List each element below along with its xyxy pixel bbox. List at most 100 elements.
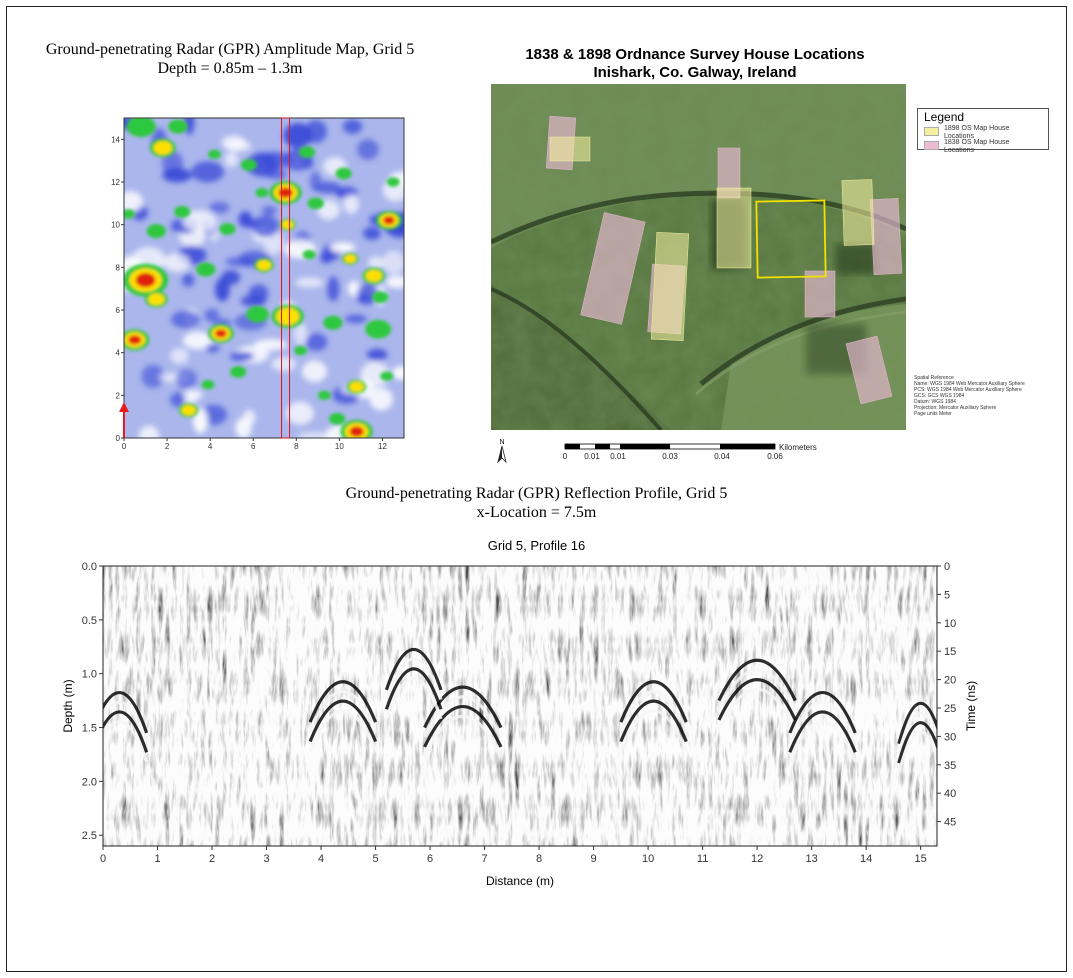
amplitude-speckle-cell bbox=[124, 191, 143, 213]
profile-y2-tick-label: 25 bbox=[944, 703, 956, 715]
profile-x-tick-label: 13 bbox=[806, 853, 818, 865]
profile-x-tick-label: 8 bbox=[536, 853, 542, 865]
amp-y-tick-label: 10 bbox=[111, 221, 120, 230]
legend-swatch-1838 bbox=[924, 141, 939, 150]
amplitude-speckle-cell bbox=[254, 338, 288, 351]
house-locations-1898 bbox=[549, 136, 875, 342]
amplitude-speckle-cell bbox=[246, 152, 279, 177]
profile-reflection bbox=[103, 720, 149, 763]
scale-label: 0.01 bbox=[584, 452, 600, 461]
profile-y2-tick-label: 15 bbox=[944, 646, 956, 658]
amplitude-hotspot bbox=[323, 315, 343, 330]
amplitude-speckle-cell bbox=[191, 161, 225, 183]
profile-y2-tick-label: 0 bbox=[944, 561, 950, 573]
profile-reflection bbox=[423, 714, 503, 758]
profile-reflection bbox=[717, 658, 797, 702]
profile-reflection bbox=[717, 668, 797, 711]
amplitude-hotspot bbox=[372, 291, 389, 304]
amplitude-ticks: 0 2 4 6 8 10 12 0 2 4 6 8 10 12 14 bbox=[111, 135, 387, 451]
profile-location-line bbox=[281, 117, 291, 439]
amplitude-hotspot bbox=[365, 269, 382, 282]
profile-reflection bbox=[717, 687, 797, 731]
amplitude-hotspot bbox=[335, 167, 352, 180]
amplitude-speckle-cell bbox=[235, 417, 252, 438]
profile-x-tick-label: 9 bbox=[591, 853, 597, 865]
profile-reflection bbox=[384, 657, 443, 701]
amplitude-hotspot bbox=[153, 141, 173, 155]
amplitude-speckle-cell bbox=[329, 242, 356, 253]
amplitude-speckle-cell bbox=[385, 275, 404, 289]
profile-section-title: Ground-penetrating Radar (GPR) Reflectio… bbox=[200, 484, 873, 522]
amplitude-speckle-cell bbox=[286, 401, 314, 425]
profile-reflection bbox=[897, 711, 937, 754]
house-1898 bbox=[549, 136, 591, 162]
amp-y-tick-label: 2 bbox=[116, 391, 121, 400]
amplitude-hotspot bbox=[124, 209, 135, 219]
profile-reflection bbox=[788, 720, 857, 763]
profile-chart-title: Grid 5, Profile 16 bbox=[487, 538, 586, 553]
profile-reflection bbox=[717, 678, 797, 721]
spatial-ref-line: Page units Meter bbox=[914, 411, 952, 417]
amp-y-tick-label: 0 bbox=[116, 434, 121, 443]
profile-reflections bbox=[103, 647, 937, 774]
profile-reflection bbox=[897, 730, 937, 774]
profile-y2-tick-label: 35 bbox=[944, 760, 956, 772]
house-1838 bbox=[804, 270, 836, 318]
profile-y-tick-label: 2.0 bbox=[82, 776, 97, 788]
profile-x-tick-label: 7 bbox=[482, 853, 488, 865]
profile-reflection bbox=[423, 695, 503, 738]
amplitude-speckle-cell bbox=[141, 364, 165, 388]
amplitude-hotspot bbox=[174, 206, 191, 218]
house-1898 bbox=[716, 187, 752, 269]
figure-frame bbox=[6, 6, 1067, 972]
profile-section-subtitle: x-Location = 7.5m bbox=[476, 504, 597, 521]
profile-reflection bbox=[619, 699, 688, 743]
amp-y-tick-label: 12 bbox=[111, 178, 120, 187]
amplitude-speckle-cell bbox=[366, 348, 388, 361]
map-ruin-shadow bbox=[836, 244, 876, 274]
profile-reflection bbox=[788, 690, 857, 734]
amplitude-speckle-cell bbox=[368, 256, 385, 269]
amplitude-map-subtitle: Depth = 0.85m – 1.3m bbox=[157, 60, 303, 77]
amplitude-speckle-cell bbox=[238, 211, 253, 228]
amplitude-hotspot bbox=[215, 329, 227, 338]
profile-reflection bbox=[423, 685, 503, 729]
amp-x-tick-label: 10 bbox=[335, 442, 344, 451]
amplitude-speckle-cell bbox=[225, 257, 255, 267]
profile-reflection bbox=[103, 690, 149, 734]
map-path-south bbox=[695, 310, 906, 396]
amplitude-speckle-cell bbox=[342, 119, 363, 134]
amplitude-hotspot bbox=[294, 345, 308, 356]
amplitude-speckle-cell bbox=[170, 392, 186, 408]
profile-radargram bbox=[103, 566, 937, 846]
profile-x-tick-label: 12 bbox=[751, 853, 763, 865]
legend-label-1898: 1898 OS Map House Locations bbox=[944, 125, 1009, 141]
amplitude-hotspot bbox=[349, 426, 364, 437]
legend-label-1898-line2: Locations bbox=[944, 133, 974, 140]
amplitude-hotspot bbox=[302, 249, 316, 260]
profile-y2-tick-label: 20 bbox=[944, 675, 956, 687]
amplitude-speckle-cell bbox=[303, 156, 314, 170]
amplitude-hotspot bbox=[329, 412, 346, 425]
profile-reflection bbox=[308, 680, 378, 723]
map-legend: Legend 1898 OS Map House Locations 1838 … bbox=[917, 108, 1049, 154]
amplitude-speckle-cell bbox=[170, 347, 189, 364]
amplitude-speckle-cell bbox=[363, 226, 381, 240]
amplitude-hotspot bbox=[349, 381, 364, 392]
house-1898 bbox=[841, 179, 875, 246]
profile-x-tick-label: 0 bbox=[100, 853, 106, 865]
profile-reflection bbox=[788, 710, 857, 753]
amp-x-tick-label: 2 bbox=[165, 442, 170, 451]
amplitude-hotspot bbox=[307, 197, 324, 210]
amplitude-hotspot bbox=[240, 159, 257, 171]
profile-y2-tick-label: 40 bbox=[944, 788, 956, 800]
amplitude-hotspot bbox=[257, 260, 271, 271]
amplitude-hotspot bbox=[383, 216, 395, 225]
amplitude-speckle-cell bbox=[283, 123, 313, 148]
amplitude-speckle-cell bbox=[391, 366, 404, 380]
scale-label: 0 bbox=[563, 452, 568, 461]
amplitude-hotspots bbox=[124, 118, 402, 438]
amplitude-speckle-cell bbox=[344, 314, 368, 323]
profile-x-tick-label: 11 bbox=[697, 853, 708, 865]
